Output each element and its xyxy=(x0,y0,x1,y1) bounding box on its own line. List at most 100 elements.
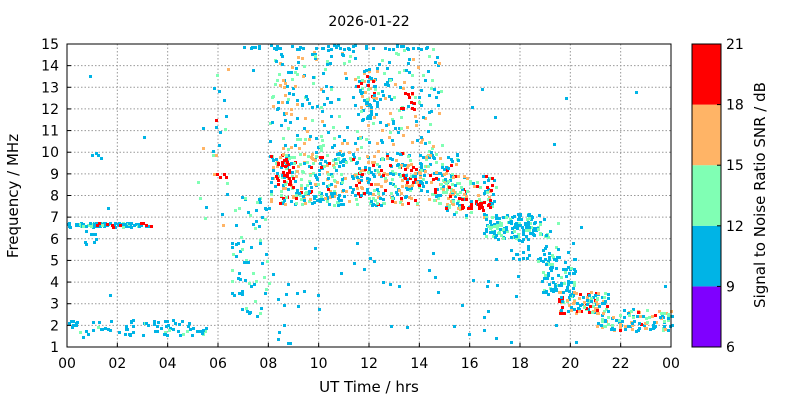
data-pixel xyxy=(284,119,287,122)
data-pixel xyxy=(390,98,393,101)
data-pixel xyxy=(326,200,329,203)
data-pixel xyxy=(153,323,156,326)
data-pixel xyxy=(493,230,496,233)
data-pixel xyxy=(221,213,224,216)
data-pixel xyxy=(357,85,360,88)
data-pixel xyxy=(365,102,368,105)
data-pixel xyxy=(284,94,287,97)
data-pixel xyxy=(400,45,403,48)
data-pixel xyxy=(276,177,279,180)
data-pixel xyxy=(348,151,351,154)
data-pixel xyxy=(304,117,307,120)
data-pixel xyxy=(539,221,542,224)
data-pixel xyxy=(430,110,433,113)
data-pixel xyxy=(285,154,288,157)
data-pixel xyxy=(516,227,519,230)
data-pixel xyxy=(522,238,525,241)
data-pixel xyxy=(483,192,486,195)
data-pixel xyxy=(408,71,411,74)
data-pixel xyxy=(92,226,95,229)
data-pixel xyxy=(527,222,530,225)
data-pixel xyxy=(312,82,315,85)
data-pixel xyxy=(511,227,514,230)
data-pixel xyxy=(287,188,290,191)
data-pixel xyxy=(454,195,457,198)
data-pixel xyxy=(384,47,387,50)
data-pixel xyxy=(276,172,279,175)
data-pixel xyxy=(317,146,320,149)
data-pixel xyxy=(372,164,375,167)
data-pixel xyxy=(354,104,357,107)
data-pixel xyxy=(590,291,593,294)
data-pixel xyxy=(391,118,394,121)
data-pixel xyxy=(440,90,443,93)
data-pixel xyxy=(611,324,614,327)
data-pixel xyxy=(202,127,205,130)
data-pixel xyxy=(527,248,530,251)
data-pixel xyxy=(215,154,218,157)
data-pixel xyxy=(551,266,554,269)
data-pixel xyxy=(437,197,440,200)
data-pixel xyxy=(452,200,455,203)
data-pixel xyxy=(420,166,423,169)
data-pixel xyxy=(315,155,318,158)
data-pixel xyxy=(147,324,150,327)
data-pixel xyxy=(521,240,524,243)
data-pixel xyxy=(658,310,661,313)
data-pixel xyxy=(231,280,234,283)
data-pixel xyxy=(309,198,312,201)
data-pixel xyxy=(99,225,102,228)
data-pixel xyxy=(341,181,344,184)
data-pixel xyxy=(271,96,274,99)
data-pixel xyxy=(301,104,304,107)
data-pixel xyxy=(412,175,415,178)
data-pixel xyxy=(579,304,582,307)
data-pixel xyxy=(233,294,236,297)
data-pixel xyxy=(619,314,622,317)
colorbar-frame xyxy=(691,43,722,348)
data-pixel xyxy=(413,102,416,105)
data-pixel xyxy=(364,166,367,169)
data-pixel xyxy=(292,177,295,180)
data-pixel xyxy=(561,306,564,309)
data-pixel xyxy=(409,189,412,192)
data-pixel xyxy=(492,235,495,238)
data-pixel xyxy=(543,277,546,280)
data-pixel xyxy=(360,92,363,95)
data-pixel xyxy=(432,48,435,51)
data-pixel xyxy=(442,191,445,194)
data-pixel xyxy=(372,203,375,206)
colorbar-band xyxy=(692,286,721,347)
data-pixel xyxy=(258,198,261,201)
data-pixel xyxy=(281,174,284,177)
data-pixel xyxy=(187,325,190,328)
data-pixel xyxy=(291,78,294,81)
data-pixel xyxy=(343,158,346,161)
data-pixel xyxy=(313,197,316,200)
data-pixel xyxy=(472,279,475,282)
data-pixel xyxy=(445,172,448,175)
data-pixel xyxy=(321,120,324,123)
data-pixel xyxy=(363,192,366,195)
data-pixel xyxy=(588,311,591,314)
x-tick-label: 02 xyxy=(108,356,126,372)
data-pixel xyxy=(654,314,657,317)
data-pixel xyxy=(424,165,427,168)
data-pixel xyxy=(557,274,560,277)
data-pixel xyxy=(663,325,666,328)
data-pixel xyxy=(79,331,82,334)
data-pixel xyxy=(372,80,375,83)
data-pixel xyxy=(283,180,286,183)
data-pixel xyxy=(402,174,405,177)
data-pixel xyxy=(96,224,99,227)
data-pixel xyxy=(420,180,423,183)
data-pixel xyxy=(434,188,437,191)
data-pixel xyxy=(296,189,299,192)
data-pixel xyxy=(356,148,359,151)
data-pixel xyxy=(114,222,117,225)
data-pixel xyxy=(401,179,404,182)
data-pixel xyxy=(410,175,413,178)
data-pixel xyxy=(380,185,383,188)
data-pixel xyxy=(405,184,408,187)
data-pixel xyxy=(422,156,425,159)
